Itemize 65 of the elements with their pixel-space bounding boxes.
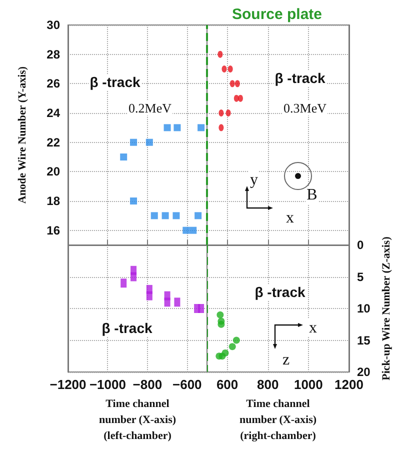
annotation: β -track (274, 70, 326, 86)
point (164, 124, 171, 132)
point (198, 124, 205, 132)
x-tick-label: −1000 (89, 377, 126, 392)
point (150, 212, 158, 220)
x-axis-title: Time channel number (X-axis) (right-chamber) (239, 398, 317, 442)
y-tick-label: 28 (46, 47, 60, 62)
y-tick-label: 22 (46, 135, 60, 150)
y-tick-label: 20 (46, 164, 60, 179)
y-tick-label: 15 (357, 333, 371, 348)
point (218, 320, 225, 328)
point (190, 226, 197, 234)
annotation: 0.2MeV (128, 100, 172, 116)
y-tick-label: 30 (46, 18, 60, 32)
annotation: 0.3MeV (284, 100, 328, 116)
point (172, 212, 180, 220)
x-tick-label: 1200 (334, 377, 364, 392)
annotation: β -track (254, 284, 306, 300)
x-tick-label: 600 (216, 377, 238, 392)
point (162, 212, 169, 220)
point (198, 304, 204, 313)
y-tick-label: 0 (357, 238, 364, 252)
point (130, 198, 138, 204)
y-tick-label: 26 (46, 76, 60, 91)
annotation: β -track (90, 74, 140, 90)
point (230, 80, 235, 88)
point (216, 311, 224, 318)
annotation: x (309, 320, 317, 336)
x-axis-title: Time channel number (X-axis) (left-chamber) (98, 398, 176, 442)
point (226, 110, 231, 116)
y-tick-label: 20 (357, 365, 371, 379)
y-tick-label: 16 (46, 223, 60, 238)
ref-line-label: Source plate (232, 6, 322, 23)
point (146, 138, 153, 146)
y-axis-title: Anode Wire Number (Y-axis) (16, 66, 28, 204)
point (194, 212, 202, 220)
x-tick-label: 800 (257, 377, 279, 392)
point (218, 124, 224, 132)
annotation: x (286, 210, 294, 226)
y-tick-label: 24 (46, 106, 60, 120)
y-tick-label: 10 (357, 302, 371, 316)
point (218, 352, 226, 360)
point (232, 336, 240, 344)
annotation: β -track (102, 320, 152, 336)
point (120, 154, 128, 160)
annotation: y (250, 172, 258, 188)
point (238, 94, 243, 102)
point (174, 124, 181, 132)
x-tick-label: 1000 (294, 377, 323, 392)
point (182, 226, 190, 234)
point (228, 343, 236, 350)
point (218, 110, 224, 116)
x-tick-label: −800 (132, 377, 162, 392)
x-tick-label: −1200 (50, 377, 86, 392)
x-tick-label: −600 (172, 377, 202, 392)
y-tick-label: 5 (357, 270, 364, 284)
point (228, 66, 233, 72)
point (130, 138, 138, 146)
annotation: z (282, 352, 290, 368)
point (234, 80, 240, 88)
y-axis-title: Pick-up Wire Number (Z-axis) (380, 236, 393, 380)
y-tick-label: 18 (46, 194, 60, 208)
point (222, 66, 227, 72)
annotation: B (306, 186, 318, 204)
point (218, 50, 223, 58)
